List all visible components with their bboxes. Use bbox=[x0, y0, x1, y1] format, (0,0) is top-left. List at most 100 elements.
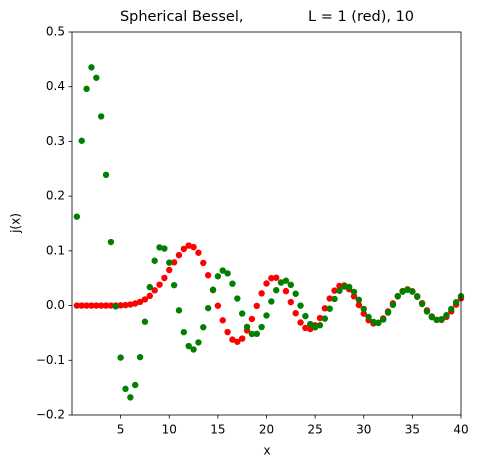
data-point bbox=[204, 304, 212, 312]
data-point bbox=[423, 308, 431, 315]
y-tick-label: −0.1 bbox=[36, 353, 65, 367]
y-tick-label: 0.0 bbox=[46, 298, 65, 312]
data-point bbox=[331, 287, 338, 294]
data-point bbox=[399, 288, 406, 295]
data-point bbox=[292, 310, 299, 317]
data-point bbox=[93, 74, 100, 81]
data-point bbox=[156, 244, 163, 251]
data-point bbox=[141, 296, 149, 303]
data-point bbox=[311, 324, 319, 331]
data-point bbox=[180, 328, 188, 336]
data-point bbox=[297, 319, 304, 326]
data-point bbox=[389, 301, 397, 309]
data-point bbox=[166, 266, 173, 274]
data-point bbox=[414, 293, 421, 300]
data-point bbox=[331, 295, 338, 303]
data-point bbox=[122, 301, 129, 309]
data-point bbox=[238, 310, 246, 317]
y-tick-label: 0.4 bbox=[46, 79, 65, 93]
data-point bbox=[355, 296, 363, 304]
data-point bbox=[394, 293, 401, 300]
x-tick-label: 20 bbox=[259, 423, 274, 437]
data-point bbox=[78, 302, 85, 309]
data-point bbox=[117, 302, 124, 309]
data-point bbox=[302, 312, 309, 320]
data-point bbox=[73, 302, 81, 309]
data-point bbox=[321, 315, 329, 322]
data-point bbox=[219, 317, 226, 324]
data-point bbox=[175, 307, 183, 314]
data-point bbox=[102, 171, 110, 179]
data-point bbox=[238, 335, 246, 342]
x-axis-label: x bbox=[263, 444, 270, 458]
data-point bbox=[253, 302, 260, 310]
data-point bbox=[307, 320, 314, 328]
data-point bbox=[93, 302, 100, 309]
data-point bbox=[136, 353, 144, 361]
data-point bbox=[88, 64, 95, 71]
data-point bbox=[219, 267, 226, 274]
data-point bbox=[190, 243, 197, 251]
y-tick-label: 0.1 bbox=[46, 243, 65, 257]
data-point bbox=[107, 238, 115, 246]
data-point bbox=[404, 286, 411, 293]
data-point bbox=[316, 322, 324, 329]
data-point bbox=[336, 282, 343, 290]
data-point bbox=[277, 279, 285, 286]
y-tick-label: 0.5 bbox=[46, 25, 65, 39]
data-point bbox=[185, 342, 192, 350]
data-point bbox=[195, 249, 202, 256]
data-point bbox=[83, 85, 90, 93]
data-point bbox=[132, 381, 139, 389]
data-point bbox=[409, 288, 416, 295]
data-point bbox=[248, 315, 256, 323]
data-point bbox=[316, 314, 324, 322]
data-point bbox=[418, 300, 426, 308]
data-point bbox=[200, 324, 207, 331]
data-point bbox=[307, 325, 314, 333]
data-point bbox=[263, 312, 270, 319]
data-point bbox=[448, 305, 455, 313]
plot-frame bbox=[71, 31, 462, 416]
data-point bbox=[355, 301, 363, 309]
x-tick-label: 10 bbox=[162, 423, 177, 437]
data-point bbox=[132, 300, 139, 307]
data-point bbox=[365, 313, 372, 321]
data-point bbox=[428, 313, 436, 321]
data-point bbox=[370, 318, 377, 326]
data-point bbox=[375, 319, 382, 327]
data-point bbox=[190, 346, 197, 353]
data-point bbox=[117, 354, 124, 361]
data-point bbox=[107, 302, 115, 309]
data-point bbox=[350, 288, 358, 296]
data-point bbox=[229, 336, 236, 343]
data-point bbox=[200, 259, 207, 267]
data-point bbox=[292, 290, 299, 297]
x-tick-label: 5 bbox=[117, 423, 125, 437]
data-point bbox=[102, 302, 110, 309]
data-point bbox=[234, 338, 241, 345]
data-point bbox=[243, 323, 251, 331]
data-point bbox=[170, 281, 178, 289]
data-point bbox=[166, 259, 173, 266]
data-point bbox=[170, 259, 178, 266]
x-tick-label: 40 bbox=[453, 423, 468, 437]
data-point bbox=[302, 324, 309, 332]
data-point bbox=[214, 273, 222, 280]
data-point bbox=[287, 281, 295, 289]
data-point bbox=[360, 310, 367, 317]
data-point bbox=[443, 312, 450, 319]
data-point bbox=[204, 272, 212, 279]
data-point bbox=[345, 283, 353, 291]
x-tick-label: 25 bbox=[307, 423, 322, 437]
data-point bbox=[253, 330, 260, 338]
data-point bbox=[161, 274, 168, 282]
data-point bbox=[380, 316, 387, 323]
data-point bbox=[258, 323, 265, 331]
data-point bbox=[122, 385, 129, 393]
x-tick-label: 15 bbox=[210, 423, 225, 437]
data-point bbox=[326, 305, 333, 312]
data-point bbox=[326, 295, 333, 302]
